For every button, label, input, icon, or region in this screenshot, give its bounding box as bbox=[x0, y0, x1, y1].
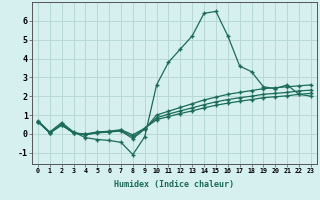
X-axis label: Humidex (Indice chaleur): Humidex (Indice chaleur) bbox=[115, 180, 234, 189]
